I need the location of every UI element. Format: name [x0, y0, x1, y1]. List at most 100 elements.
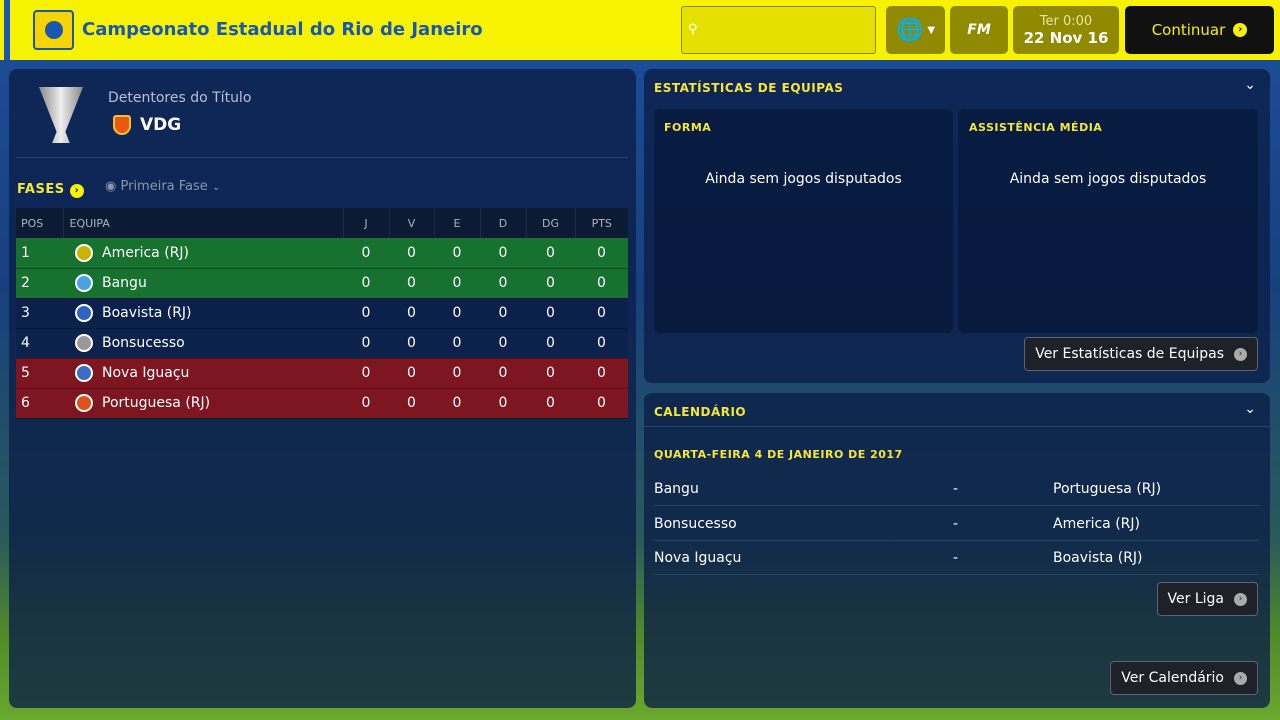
team-name[interactable]: Nova Iguaçu — [102, 365, 190, 381]
view-team-stats-button[interactable]: Ver Estatísticas de Equipas › — [1024, 337, 1258, 371]
team-name[interactable]: Portuguesa (RJ) — [102, 395, 211, 411]
calendar-panel: CALENDÁRIO ⌄ QUARTA-FEIRA 4 DE JANEIRO D… — [644, 393, 1270, 708]
team-name[interactable]: Bangu — [102, 275, 147, 291]
fixture-row[interactable]: Nova Iguaçu - Boavista (RJ) — [654, 541, 1259, 575]
col-drawn[interactable]: E — [434, 208, 481, 238]
table-header: POS EQUIPA J V E D DG PTS — [16, 208, 628, 238]
stat-e: 0 — [434, 298, 480, 329]
col-pos[interactable]: POS — [16, 208, 64, 238]
col-lost[interactable]: D — [480, 208, 527, 238]
fixture-separator: - — [953, 481, 959, 497]
arrow-right-icon: › — [69, 184, 84, 198]
view-calendar-button[interactable]: Ver Calendário › — [1110, 661, 1258, 695]
form-card: FORMA Ainda sem jogos disputados — [654, 109, 953, 333]
button-label: Ver Estatísticas de Equipas — [1035, 346, 1224, 362]
page-title: Campeonato Estadual do Rio de Janeiro — [82, 19, 483, 40]
team-name[interactable]: America (RJ) — [102, 244, 189, 261]
chevron-down-icon: ▼ — [927, 24, 936, 36]
divider — [644, 426, 1270, 427]
holder-badge — [113, 115, 131, 135]
stat-d: 0 — [480, 328, 526, 359]
search-input[interactable]: ⚲ — [681, 6, 876, 54]
home-team[interactable]: Nova Iguaçu — [654, 550, 742, 566]
stages-label: FASES — [17, 182, 65, 197]
position: 4 — [16, 328, 63, 359]
stat-pts: 0 — [575, 238, 628, 269]
fixture-row[interactable]: Bonsucesso - America (RJ) — [654, 507, 1259, 541]
button-label: Ver Liga — [1167, 591, 1224, 607]
stat-j: 0 — [343, 358, 389, 389]
collapse-chevron-icon[interactable]: ⌄ — [1244, 77, 1256, 93]
stat-j: 0 — [343, 388, 389, 419]
chevron-down-icon: ⌄ — [211, 182, 221, 193]
stat-j: 0 — [343, 298, 389, 329]
team-name[interactable]: Bonsucesso — [102, 335, 185, 351]
stat-e: 0 — [434, 358, 480, 389]
table-row[interactable]: 3 Boavista (RJ) 0 0 0 0 0 0 — [16, 298, 628, 329]
form-empty-message: Ainda sem jogos disputados — [705, 171, 902, 187]
competition-logo — [33, 10, 74, 50]
stat-pts: 0 — [575, 328, 628, 359]
stat-dg: 0 — [526, 238, 575, 269]
team-stats-title: ESTATÍSTICAS DE EQUIPAS — [654, 81, 844, 95]
team-name[interactable]: Boavista (RJ) — [102, 305, 192, 321]
calendar-title: CALENDÁRIO — [654, 405, 747, 419]
stat-e: 0 — [434, 388, 480, 419]
date-display[interactable]: Ter 0:00 22 Nov 16 — [1013, 6, 1119, 54]
col-goal-diff[interactable]: DG — [526, 208, 576, 238]
world-menu-button[interactable]: 🌐 ▼ — [886, 6, 945, 54]
col-played[interactable]: J — [343, 208, 390, 238]
table-row[interactable]: 6 Portuguesa (RJ) 0 0 0 0 0 0 — [16, 388, 628, 419]
table-row[interactable]: 4 Bonsucesso 0 0 0 0 0 0 — [16, 328, 628, 359]
team-stats-panel: ESTATÍSTICAS DE EQUIPAS ⌄ FORMA Ainda se… — [644, 69, 1270, 383]
stat-v: 0 — [389, 328, 434, 359]
stat-v: 0 — [389, 298, 434, 329]
stat-pts: 0 — [575, 298, 628, 329]
fixture-date: QUARTA-FEIRA 4 DE JANEIRO DE 2017 — [654, 448, 903, 461]
stat-e: 0 — [434, 238, 480, 269]
table-row[interactable]: 2 Bangu 0 0 0 0 0 0 — [16, 268, 628, 299]
stat-e: 0 — [434, 328, 480, 359]
fm-menu-button[interactable]: FM — [950, 6, 1008, 54]
date-value: 22 Nov 16 — [1023, 28, 1109, 47]
stages-link[interactable]: FASES › — [17, 178, 84, 198]
stat-d: 0 — [480, 268, 526, 299]
away-team[interactable]: Portuguesa (RJ) — [1053, 481, 1162, 497]
stat-d: 0 — [480, 238, 526, 269]
globe-icon: 🌐 — [895, 17, 924, 43]
stat-dg: 0 — [526, 328, 575, 359]
team-badge-icon — [75, 304, 93, 322]
stat-dg: 0 — [526, 388, 575, 419]
stat-j: 0 — [343, 328, 389, 359]
away-team[interactable]: Boavista (RJ) — [1053, 550, 1143, 566]
col-won[interactable]: V — [389, 208, 435, 238]
title-holder-team[interactable]: VDG — [140, 115, 182, 135]
attendance-empty-message: Ainda sem jogos disputados — [1009, 171, 1207, 187]
table-row[interactable]: 5 Nova Iguaçu 0 0 0 0 0 0 — [16, 358, 628, 389]
collapse-chevron-icon[interactable]: ⌄ — [1244, 401, 1256, 417]
stat-v: 0 — [389, 388, 434, 419]
stat-pts: 0 — [575, 268, 628, 299]
view-league-button[interactable]: Ver Liga › — [1156, 582, 1258, 616]
fixture-row[interactable]: Bangu - Portuguesa (RJ) — [654, 472, 1259, 506]
table-row[interactable]: 1 America (RJ) 0 0 0 0 0 0 — [16, 238, 628, 269]
home-team[interactable]: Bonsucesso — [654, 515, 737, 532]
form-title: FORMA — [664, 121, 712, 134]
stat-j: 0 — [343, 268, 389, 299]
col-points[interactable]: PTS — [575, 208, 628, 238]
search-icon: ⚲ — [688, 22, 698, 37]
col-team[interactable]: EQUIPA — [63, 208, 344, 238]
stat-pts: 0 — [575, 388, 628, 419]
stat-j: 0 — [343, 238, 389, 269]
continue-label: Continuar — [1151, 21, 1226, 39]
top-bar: Campeonato Estadual do Rio de Janeiro ⚲ … — [0, 0, 1280, 60]
position: 5 — [16, 358, 63, 389]
away-team[interactable]: America (RJ) — [1053, 515, 1140, 532]
continue-button[interactable]: Continuar › — [1125, 6, 1274, 54]
title-holders-label: Detentores do Título — [108, 90, 252, 106]
stage-dropdown[interactable]: ◉ Primeira Fase ⌄ — [105, 179, 221, 194]
arrow-right-icon: › — [1233, 23, 1248, 37]
button-label: Ver Calendário — [1121, 670, 1224, 686]
team-badge-icon — [75, 243, 93, 262]
home-team[interactable]: Bangu — [654, 481, 699, 497]
